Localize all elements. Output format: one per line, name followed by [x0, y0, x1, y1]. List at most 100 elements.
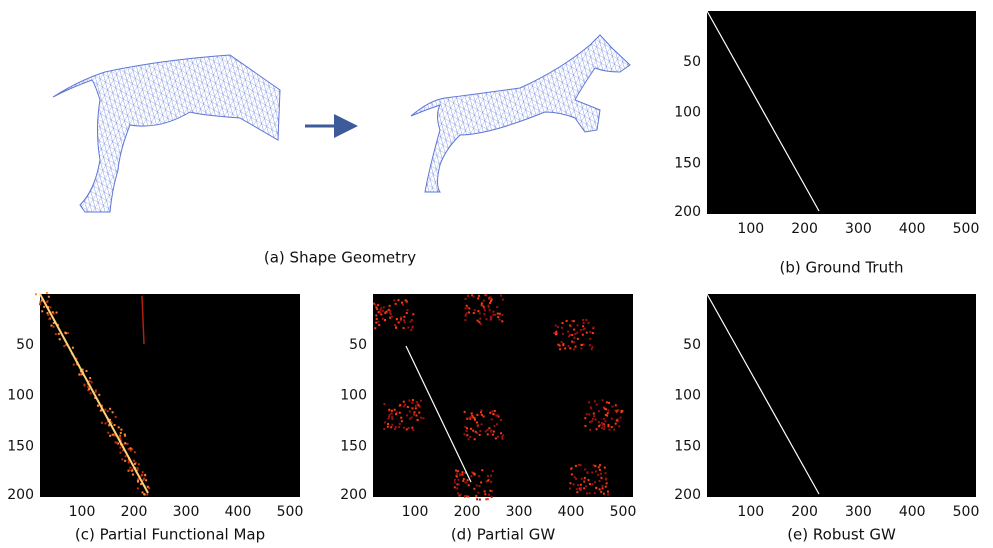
heat-cell	[470, 475, 472, 477]
heat-cell	[467, 307, 469, 309]
heat-cell	[144, 474, 146, 476]
heat-cell	[412, 399, 414, 401]
heat-cell	[587, 479, 589, 481]
heat-cell	[489, 319, 491, 321]
heat-cell	[501, 436, 503, 438]
heat-cell	[577, 324, 579, 326]
heat-cell	[591, 420, 593, 422]
heat-cell	[383, 306, 385, 308]
heat-cell	[602, 399, 604, 401]
heat-cell	[129, 467, 131, 469]
heat-cell	[105, 422, 107, 424]
heat-cell	[468, 438, 470, 440]
heat-cell	[46, 301, 48, 303]
heat-cell	[467, 496, 469, 498]
heat-cell	[465, 314, 467, 316]
heat-cell	[485, 294, 487, 296]
heat-cell	[89, 377, 91, 379]
heatmap	[707, 11, 976, 214]
heat-cell	[476, 414, 478, 416]
heat-cell	[116, 442, 118, 444]
heat-cell	[594, 465, 596, 467]
heat-cell	[394, 428, 396, 430]
heat-cell	[616, 419, 618, 421]
heat-cell	[462, 480, 464, 482]
heat-cell	[584, 417, 586, 419]
heat-cell	[88, 388, 90, 390]
heat-cell	[594, 400, 596, 402]
heat-cell	[478, 475, 480, 477]
heat-cell	[454, 481, 456, 483]
y-tick-label: 100	[674, 388, 701, 404]
heat-cell	[500, 419, 502, 421]
heat-cell	[423, 417, 425, 419]
heat-cell	[490, 475, 492, 477]
heat-cell	[473, 488, 475, 490]
heat-cell	[395, 413, 397, 415]
heat-cell	[480, 323, 482, 325]
heat-cell	[472, 430, 474, 432]
heat-cell	[415, 407, 417, 409]
heat-cell	[458, 483, 460, 485]
heat-cell	[497, 313, 499, 315]
heat-cell	[125, 455, 127, 457]
heat-cell	[389, 414, 391, 416]
heat-cell	[469, 417, 471, 419]
heatmap	[373, 294, 633, 497]
heat-cell	[479, 430, 481, 432]
heat-cell	[580, 329, 582, 331]
heat-cell	[403, 319, 405, 321]
heat-cell	[555, 333, 557, 335]
heat-cell	[468, 484, 470, 486]
heat-cell	[388, 309, 390, 311]
heat-cell	[557, 326, 559, 328]
heat-cell	[143, 478, 145, 480]
heat-cell	[599, 469, 601, 471]
heat-cell	[393, 299, 395, 301]
heat-cell	[457, 492, 459, 494]
heat-cell	[492, 311, 494, 313]
heat-cell	[561, 341, 563, 343]
heat-cell	[399, 412, 401, 414]
heat-cell	[382, 318, 384, 320]
heat-cell	[479, 485, 481, 487]
heat-cell	[585, 319, 587, 321]
heat-cell	[594, 492, 596, 494]
y-tick-label: 50	[683, 54, 701, 70]
heat-cell	[592, 332, 594, 334]
x-tick-label: 400	[558, 504, 585, 520]
heat-cell	[84, 385, 86, 387]
caption: (e) Robust GW	[787, 526, 896, 544]
x-tick-label: 400	[899, 504, 926, 520]
heat-cell	[383, 428, 385, 430]
heat-cell	[484, 493, 486, 495]
heat-cell	[564, 347, 566, 349]
heat-cell	[382, 310, 384, 312]
heat-cell	[418, 404, 420, 406]
heat-cell	[124, 460, 126, 462]
heat-cell	[497, 436, 499, 438]
heat-cell	[604, 420, 606, 422]
heat-cell	[604, 467, 606, 469]
heat-cell	[493, 431, 495, 433]
heat-cell	[130, 449, 132, 451]
heat-cell	[476, 484, 478, 486]
heat-cell	[592, 418, 594, 420]
heat-cell	[462, 471, 464, 473]
heat-cell	[571, 473, 573, 475]
heat-cell	[553, 332, 555, 334]
heat-cell	[479, 312, 481, 314]
heat-cell	[584, 468, 586, 470]
heat-cell	[389, 317, 391, 319]
heat-cell	[569, 488, 571, 490]
heat-cell	[129, 469, 131, 471]
heat-cell	[377, 321, 379, 323]
heat-cell	[46, 312, 48, 314]
heat-cell	[466, 427, 468, 429]
heat-cell	[576, 332, 578, 334]
heat-cell	[469, 436, 471, 438]
heat-cell	[413, 411, 415, 413]
heat-cell	[134, 451, 136, 453]
heat-cell	[479, 318, 481, 320]
heat-cell	[395, 303, 397, 305]
